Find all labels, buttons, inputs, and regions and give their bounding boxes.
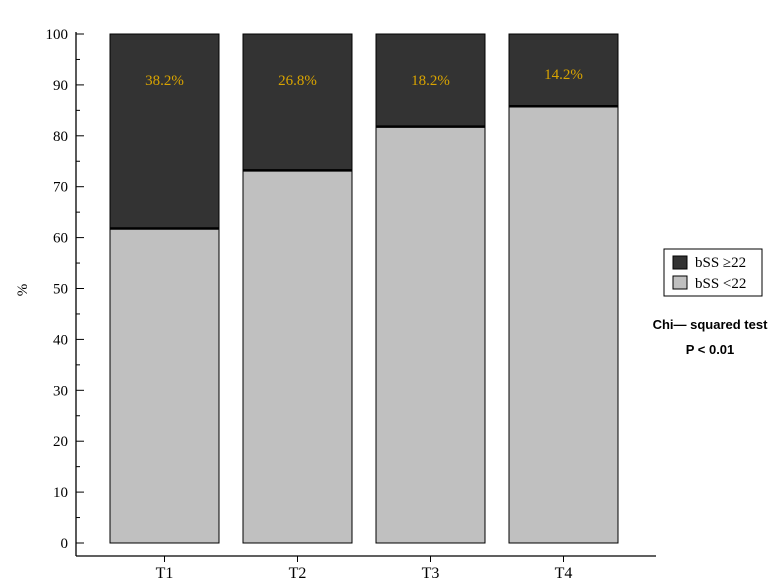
x-tick-label-T4: T4 (555, 565, 573, 582)
y-tick-label: 70 (53, 180, 68, 196)
bar-high-T4 (508, 33, 619, 107)
x-tick-label-T2: T2 (289, 565, 307, 582)
bar-low-T4 (508, 105, 619, 544)
y-tick-label: 30 (53, 383, 68, 399)
bars (109, 33, 619, 544)
legend-swatch-low (672, 275, 688, 290)
bar-low-T2 (242, 169, 353, 544)
data-labels: 38.2% 26.8% 18.2% 14.2% (145, 67, 583, 89)
y-tick-label: 80 (53, 129, 68, 145)
y-tick-label: 20 (53, 434, 68, 450)
axes: 0 10 20 30 40 50 60 70 80 90 100 T1 T2 T3 T4 (46, 27, 656, 582)
statistical-note: Chi— squared test P < 0.01 (653, 317, 769, 357)
legend: bSS ≥22 bSS <22 (663, 248, 763, 297)
y-tick-label: 0 (61, 536, 69, 552)
y-tick-label: 10 (53, 485, 68, 501)
note-test-name: Chi— squared test (653, 317, 769, 332)
bar-high-T3 (375, 33, 486, 128)
x-tick-label-T1: T1 (156, 565, 174, 582)
y-tick-label: 50 (53, 282, 68, 298)
y-tick-label: 60 (53, 231, 68, 247)
y-axis-label: % (15, 284, 31, 297)
bar-high-T2 (242, 33, 353, 171)
legend-label-high: bSS ≥22 (695, 255, 746, 271)
x-tick-label-T3: T3 (422, 565, 440, 582)
y-tick-label: 90 (53, 78, 68, 94)
note-p-value: P < 0.01 (686, 342, 735, 357)
data-label-T3: 18.2% (411, 73, 450, 89)
data-label-T4: 14.2% (544, 67, 583, 83)
bar-high-T1 (109, 33, 220, 229)
y-tick-label: 40 (53, 332, 68, 348)
bar-low-T3 (375, 126, 486, 544)
legend-label-low: bSS <22 (695, 276, 746, 292)
data-label-T1: 38.2% (145, 73, 184, 89)
bar-low-T1 (109, 227, 220, 544)
legend-swatch-high (672, 255, 688, 270)
data-label-T2: 26.8% (278, 73, 317, 89)
y-tick-label: 100 (46, 27, 69, 43)
